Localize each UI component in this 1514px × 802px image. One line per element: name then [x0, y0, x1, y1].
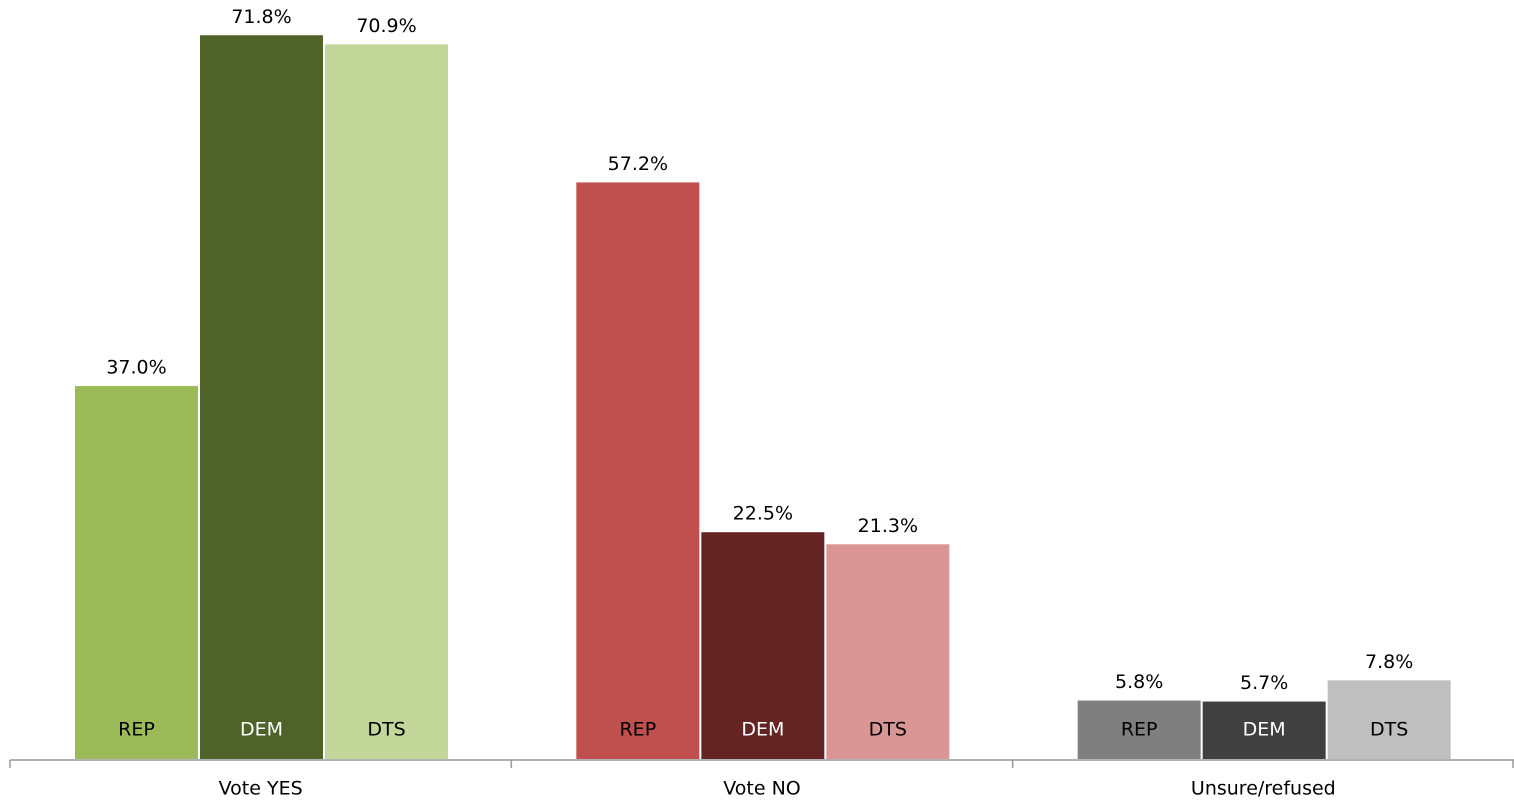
series-label: DEM: [1243, 719, 1286, 741]
value-label: 22.5%: [733, 503, 793, 525]
bar: [701, 532, 825, 759]
x-tick-label: Unsure/refused: [1191, 778, 1336, 800]
x-tick-label: Vote NO: [723, 778, 801, 800]
value-label: 5.7%: [1240, 672, 1288, 694]
bar: [1202, 701, 1326, 759]
bar: [75, 386, 198, 759]
series-label: REP: [619, 719, 656, 741]
bar: [826, 544, 950, 759]
value-label: 71.8%: [231, 6, 291, 28]
bar: [325, 44, 448, 759]
x-tick-label: Vote YES: [219, 778, 303, 800]
series-label: DTS: [869, 719, 907, 741]
value-label: 5.8%: [1115, 671, 1163, 693]
value-label: 7.8%: [1365, 651, 1413, 673]
value-label: 21.3%: [858, 515, 918, 537]
series-label: REP: [118, 719, 155, 741]
bar: [576, 182, 700, 759]
series-label: DEM: [240, 719, 283, 741]
bar: [200, 35, 323, 760]
series-label: DTS: [1370, 719, 1408, 741]
value-label: 57.2%: [608, 153, 668, 175]
series-label: DTS: [367, 719, 405, 741]
value-label: 37.0%: [106, 357, 166, 379]
bar: [1077, 700, 1201, 759]
series-label: REP: [1121, 719, 1158, 741]
bar: [1327, 680, 1451, 759]
series-label: DEM: [741, 719, 784, 741]
value-label: 70.9%: [356, 15, 416, 37]
